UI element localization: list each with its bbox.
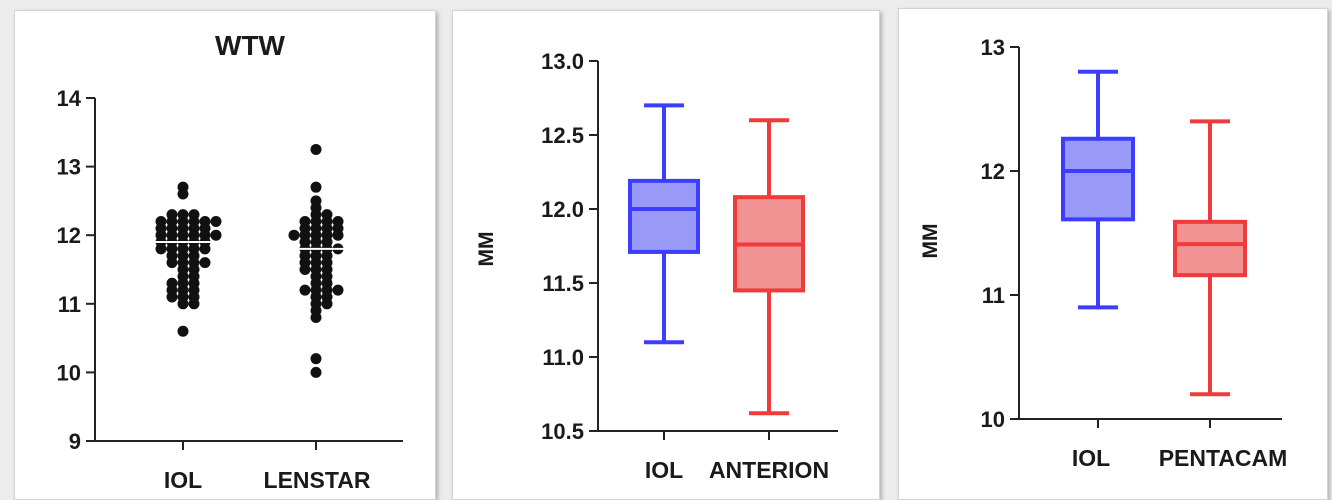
data-point [199,243,211,255]
data-point [155,243,167,255]
x-tick-label: IOL [1072,445,1110,471]
data-point [166,257,178,269]
y-tick-label: 9 [69,429,81,454]
y-tick-label: 12.0 [541,197,584,222]
data-point [321,298,333,310]
data-point [177,298,189,310]
data-point [310,143,322,155]
pentacam-box-chart: 10 11 12 13 IOL PENTACAM MM [919,35,1288,471]
data-point [310,353,322,365]
y-axis-label: MM [919,224,942,259]
y-tick-label: 11.0 [542,345,584,370]
y-tick-label: 11 [982,283,1005,308]
y-tick-label: 14 [57,86,82,111]
panel-pentacam: 10 11 12 13 IOL PENTACAM MM [898,8,1328,500]
y-tick-label: 13 [981,35,1005,60]
box-iqr [1173,219,1247,278]
anterion-box-chart: 10.5 11.0 11.5 12.0 12.5 13.0 IOL ANTERION MM [475,49,838,483]
x-tick-label: LENSTAR [264,467,371,493]
wtw-scatter-chart: 9 10 11 12 13 14 IOL LENSTAR WTW [57,30,403,493]
data-point [210,229,222,241]
box-iqr [628,178,700,254]
data-point [177,325,189,337]
data-point [310,181,322,193]
panel-wtw: 9 10 11 12 13 14 IOL LENSTAR WTW [14,10,436,500]
data-point [299,264,311,275]
y-tick-label: 10 [57,360,81,385]
y-tick-label: 13.0 [541,49,584,74]
panel-anterion: 10.5 11.0 11.5 12.0 12.5 13.0 IOL ANTERION MM [452,10,880,500]
box-iqr [1061,136,1135,222]
y-tick-label: 12 [981,159,1005,184]
data-point [166,291,178,303]
x-tick-label: IOL [164,467,202,493]
data-point [177,188,189,200]
y-tick-label: 10.5 [541,419,584,444]
y-tick-label: 12 [57,223,81,248]
data-point [199,257,211,269]
y-tick-label: 13 [57,155,81,180]
data-point [310,312,322,324]
y-tick-label: 11 [58,292,81,317]
y-tick-label: 10 [981,407,1005,432]
data-point [288,229,300,241]
data-point [210,215,222,227]
data-point [188,298,200,310]
x-tick-label: IOL [645,457,683,483]
x-tick-label: ANTERION [709,457,829,483]
data-point [332,284,344,296]
y-axis-label: MM [475,232,498,267]
data-point [332,229,344,241]
chart-title: WTW [215,30,286,61]
data-point [310,366,322,378]
y-tick-label: 12.5 [541,123,584,148]
y-tick-label: 11.5 [542,271,584,296]
data-point [299,284,311,296]
x-tick-label: PENTACAM [1159,445,1288,471]
